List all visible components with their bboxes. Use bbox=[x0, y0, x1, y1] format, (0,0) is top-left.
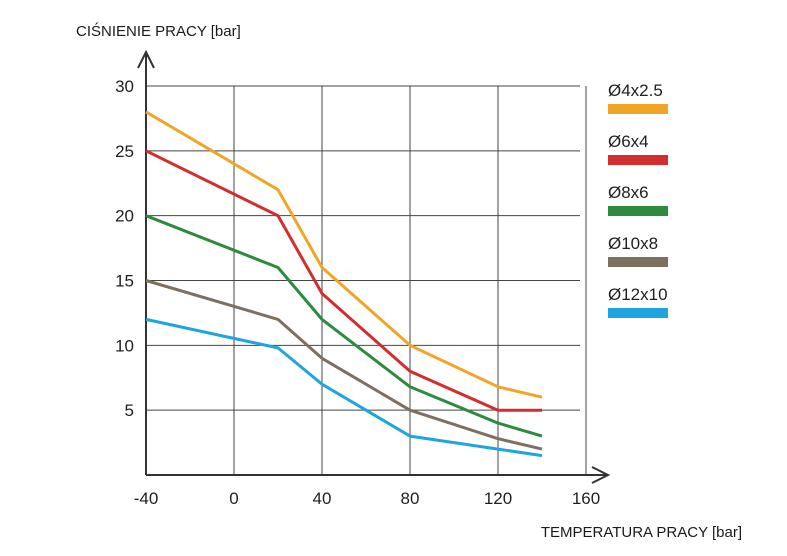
legend-swatch bbox=[608, 206, 668, 216]
x-axis-arrow bbox=[591, 466, 611, 484]
x-tick-label: 120 bbox=[484, 489, 512, 508]
series bbox=[145, 110, 543, 458]
y-tick-label: 25 bbox=[115, 142, 134, 161]
axes bbox=[137, 49, 611, 484]
legend-swatch bbox=[608, 155, 668, 165]
legend-swatch bbox=[608, 104, 668, 114]
x-tick-label: 160 bbox=[572, 489, 600, 508]
legend-label: Ø8x6 bbox=[608, 183, 649, 202]
series-line-3 bbox=[145, 279, 543, 451]
y-tick-label: 10 bbox=[115, 336, 134, 355]
series-line-1 bbox=[145, 149, 542, 412]
legend-swatch bbox=[608, 257, 668, 267]
y-tick-label: 30 bbox=[115, 77, 134, 96]
legend-label: Ø10x8 bbox=[608, 234, 658, 253]
legend-label: Ø4x2.5 bbox=[608, 81, 663, 100]
x-axis-title: TEMPERATURA PRACY [bar] bbox=[541, 524, 742, 541]
x-tick-label: 80 bbox=[401, 489, 420, 508]
legend: Ø4x2.5 Ø6x4 Ø8x6 Ø10x8 Ø12x10 bbox=[608, 81, 668, 318]
series-line-2 bbox=[145, 214, 543, 438]
tick-labels: 5 10 15 20 25 30 -40 0 40 80 120 160 bbox=[115, 77, 600, 508]
x-tick-label: -40 bbox=[134, 489, 159, 508]
series-line-0 bbox=[145, 110, 543, 399]
grid bbox=[146, 85, 587, 475]
y-tick-label: 5 bbox=[125, 401, 134, 420]
y-axis-title: CIŚNIENIE PRACY [bar] bbox=[76, 22, 241, 40]
series-line-4 bbox=[145, 317, 543, 458]
y-tick-label: 20 bbox=[115, 207, 134, 226]
legend-swatch bbox=[608, 308, 668, 318]
y-axis-arrow bbox=[137, 49, 155, 69]
x-tick-label: 0 bbox=[229, 489, 238, 508]
y-tick-label: 15 bbox=[115, 272, 134, 291]
x-tick-label: 40 bbox=[313, 489, 332, 508]
legend-label: Ø12x10 bbox=[608, 285, 668, 304]
legend-label: Ø6x4 bbox=[608, 132, 649, 151]
